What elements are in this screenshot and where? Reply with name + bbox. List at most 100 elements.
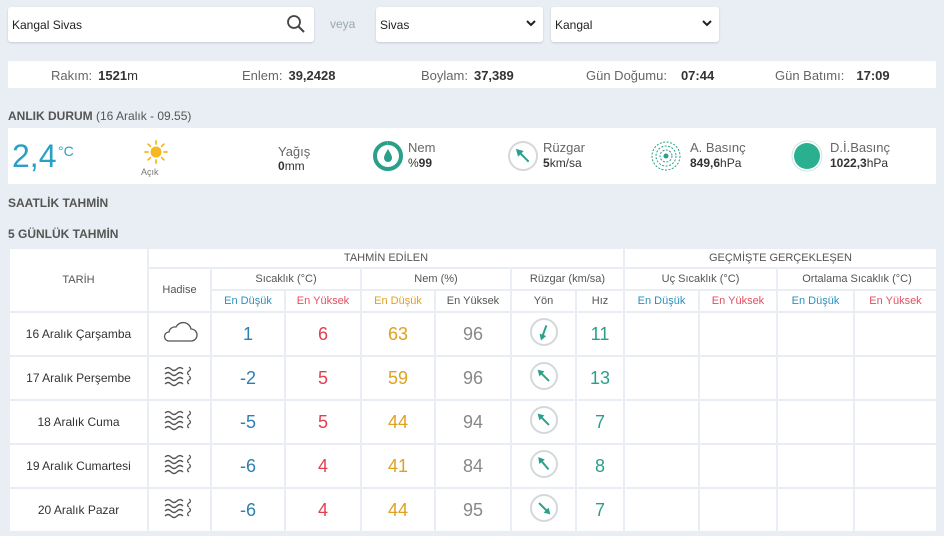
row-temp-min: -6 (210, 443, 286, 489)
yagis-label: Yağış (278, 144, 311, 159)
fog-icon (164, 453, 191, 474)
row-ort-min (776, 487, 855, 533)
row-nem-min: 44 (360, 399, 436, 445)
row-uc-max (698, 443, 778, 489)
uc-min-header: En Düşük (623, 289, 700, 313)
chevron-down-icon (526, 20, 536, 27)
row-ort-max (853, 311, 938, 357)
il-select-value: Sivas (380, 18, 410, 32)
row-ort-min (776, 399, 855, 445)
nem-value: %99 (408, 156, 433, 170)
hiz-header: Hız (575, 289, 625, 313)
row-date: 20 Aralık Pazar (8, 487, 149, 533)
table-row: 16 Aralık Çarşamba 1 6 63 96 11 (8, 311, 938, 357)
row-nem-min: 41 (360, 443, 436, 489)
row-wind-dir (510, 487, 577, 533)
ruzgar-label: Rüzgar (543, 140, 585, 155)
row-uc-min (623, 487, 700, 533)
search-input[interactable] (12, 7, 282, 42)
nem-label: Nem (408, 140, 436, 155)
row-temp-max: 4 (284, 487, 362, 533)
yagis-value: 0mm (278, 159, 305, 173)
sicaklik-max-header: En Yüksek (284, 289, 362, 313)
tahmin-edilen-header: TAHMİN EDİLEN (147, 247, 625, 269)
row-uc-min (623, 311, 700, 357)
row-wind-dir (510, 355, 577, 401)
row-ort-max (853, 399, 938, 445)
row-uc-max (698, 399, 778, 445)
gunluk-tahmin-title: 5 GÜNLÜK TAHMİN (8, 227, 119, 241)
sicaklik-header: Sıcaklık (°C) (210, 267, 362, 291)
ort-max-header: En Yüksek (853, 289, 938, 313)
row-nem-max: 84 (434, 443, 512, 489)
search-icon[interactable] (286, 14, 306, 34)
pressure-icon (651, 141, 681, 171)
saatlik-tahmin-title[interactable]: SAATLİK TAHMİN (8, 196, 109, 210)
row-uc-max (698, 311, 778, 357)
hadise-header: Hadise (147, 267, 212, 313)
chevron-down-icon (702, 20, 712, 27)
row-nem-min: 44 (360, 487, 436, 533)
row-nem-max: 96 (434, 311, 512, 357)
enlem-info: Enlem: 39,2428 (242, 68, 336, 83)
row-temp-max: 6 (284, 311, 362, 357)
nem-header: Nem (%) (360, 267, 512, 291)
row-temp-min: -2 (210, 355, 286, 401)
abasinc-label: A. Basınç (690, 140, 746, 155)
table-row: 17 Aralık Perşembe -2 5 59 96 13 (8, 355, 938, 401)
row-hadise (147, 399, 212, 445)
row-date: 16 Aralık Çarşamba (8, 311, 149, 357)
row-uc-min (623, 355, 700, 401)
row-temp-min: -6 (210, 487, 286, 533)
row-nem-max: 96 (434, 355, 512, 401)
rakim-info: Rakım: 1521m (51, 68, 138, 83)
row-uc-min (623, 399, 700, 445)
uc-sicaklik-header: Uç Sıcaklık (°C) (623, 267, 778, 291)
row-wind-speed: 8 (575, 443, 625, 489)
il-select[interactable]: Sivas (376, 7, 543, 42)
row-nem-max: 95 (434, 487, 512, 533)
row-date: 17 Aralık Perşembe (8, 355, 149, 401)
row-hadise (147, 487, 212, 533)
row-nem-min: 59 (360, 355, 436, 401)
row-hadise (147, 355, 212, 401)
gundogumu-info: Gün Doğumu: 07:44 (586, 68, 715, 83)
wind-direction-icon (508, 141, 538, 171)
row-temp-max: 5 (284, 399, 362, 445)
veya-label: veya (330, 17, 356, 31)
sea-level-pressure-icon (791, 140, 823, 172)
cloud-icon (163, 321, 198, 342)
table-row: 19 Aralık Cumartesi -6 4 41 84 8 (8, 443, 938, 489)
row-uc-max (698, 487, 778, 533)
row-hadise (147, 443, 212, 489)
wind-direction-icon (529, 361, 558, 390)
condition-label: Açık (141, 167, 159, 177)
ilce-select[interactable]: Kangal (551, 7, 719, 42)
row-temp-min: 1 (210, 311, 286, 357)
sicaklik-min-header: En Düşük (210, 289, 286, 313)
gunbatimi-info: Gün Batımı: 17:09 (775, 68, 890, 83)
uc-max-header: En Yüksek (698, 289, 778, 313)
table-row: 18 Aralık Cuma -5 5 44 94 7 (8, 399, 938, 445)
dibasinc-label: D.İ.Basınç (830, 140, 890, 155)
table-row: 20 Aralık Pazar -6 4 44 95 7 (8, 487, 938, 533)
row-temp-max: 5 (284, 355, 362, 401)
row-ort-max (853, 443, 938, 489)
fog-icon (164, 365, 191, 386)
current-conditions: 2,4 °C Açık Yağış 0mm Nem %99 Rüzgar 5km… (8, 128, 936, 184)
ort-min-header: En Düşük (776, 289, 855, 313)
abasinc-value: 849,6hPa (690, 156, 742, 170)
wind-direction-icon (529, 449, 558, 478)
row-wind-speed: 7 (575, 399, 625, 445)
row-wind-speed: 7 (575, 487, 625, 533)
gecmiste-header: GEÇMİŞTE GERÇEKLEŞEN (623, 247, 938, 269)
current-temp-unit: °C (58, 143, 74, 159)
row-hadise (147, 311, 212, 357)
row-wind-speed: 13 (575, 355, 625, 401)
yon-header: Yön (510, 289, 577, 313)
row-ort-min (776, 311, 855, 357)
search-box[interactable] (8, 7, 314, 42)
fog-icon (164, 497, 191, 518)
row-uc-min (623, 443, 700, 489)
anlik-durum-title: ANLIK DURUM (16 Aralık - 09.55) (8, 109, 192, 123)
